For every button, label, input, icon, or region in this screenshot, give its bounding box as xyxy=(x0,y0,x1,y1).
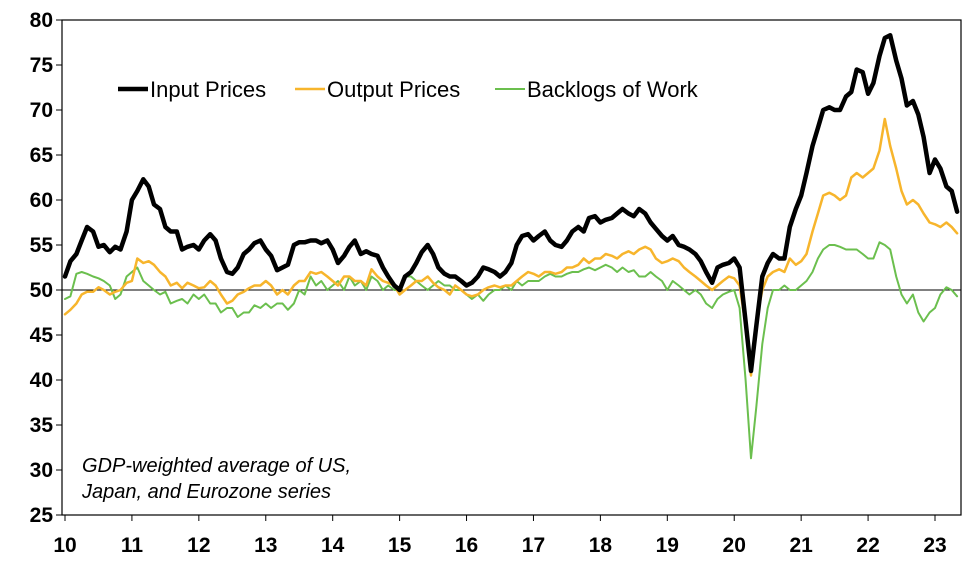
x-tick-label: 20 xyxy=(723,534,746,557)
x-axis-ticks: 10 11 12 13 14 15 16 17 18 19 20 21 22 23 xyxy=(53,515,947,557)
series-line-input-prices xyxy=(62,33,960,374)
legend: Input Prices Output Prices Backlogs of W… xyxy=(118,77,699,102)
x-tick-label: 18 xyxy=(589,534,613,557)
y-tick-label: 25 xyxy=(30,504,54,527)
x-tick-label: 22 xyxy=(856,534,879,557)
y-axis-ticks: 25 30 35 40 45 50 55 60 65 70 75 80 xyxy=(30,9,62,527)
annotation-line-1: GDP-weighted average of US, xyxy=(82,455,351,477)
legend-label-input-prices: Input Prices xyxy=(150,77,266,102)
y-tick-label: 35 xyxy=(30,414,54,437)
y-tick-label: 45 xyxy=(30,324,54,347)
x-tick-label: 14 xyxy=(321,534,345,557)
y-tick-label: 80 xyxy=(30,9,53,32)
y-tick-label: 30 xyxy=(30,459,53,482)
x-tick-label: 10 xyxy=(53,534,76,557)
chart-annotation: GDP-weighted average of US, Japan, and E… xyxy=(81,455,351,503)
plot-area xyxy=(61,19,962,516)
legend-label-backlogs-of-work: Backlogs of Work xyxy=(527,77,699,102)
y-tick-label: 50 xyxy=(30,279,53,302)
x-tick-label: 15 xyxy=(388,534,412,557)
y-tick-label: 75 xyxy=(30,54,54,77)
y-tick-label: 40 xyxy=(30,369,53,392)
series-line-output-prices xyxy=(63,117,959,377)
x-tick-label: 17 xyxy=(522,534,545,557)
y-tick-label: 65 xyxy=(30,144,54,167)
annotation-line-2: Japan, and Eurozone series xyxy=(81,481,331,503)
series-layer xyxy=(62,33,960,460)
series-line-backlogs-of-work xyxy=(64,241,959,460)
x-tick-label: 13 xyxy=(254,534,277,557)
y-tick-label: 70 xyxy=(30,99,53,122)
x-tick-label: 21 xyxy=(789,534,813,557)
x-tick-label: 19 xyxy=(656,534,679,557)
y-tick-label: 55 xyxy=(30,234,54,257)
y-tick-label: 60 xyxy=(30,189,53,212)
x-tick-label: 16 xyxy=(455,534,478,557)
x-tick-label: 11 xyxy=(121,534,144,557)
legend-label-output-prices: Output Prices xyxy=(327,77,460,102)
x-tick-label: 12 xyxy=(187,534,210,557)
x-tick-label: 23 xyxy=(923,534,946,557)
